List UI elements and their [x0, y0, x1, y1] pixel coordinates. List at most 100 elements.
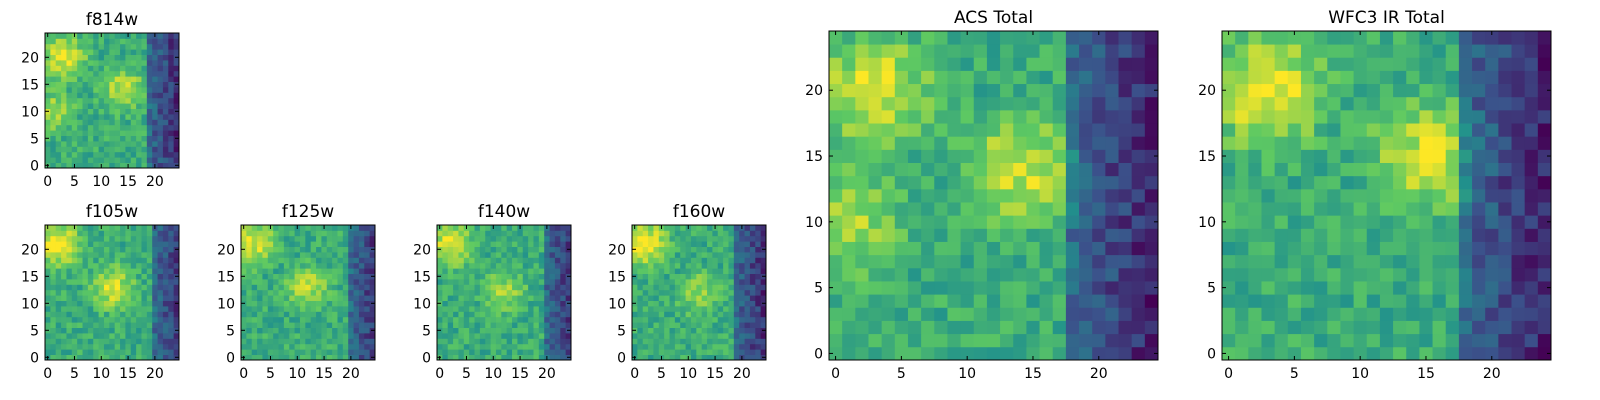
heatmap-cell [921, 175, 935, 190]
heatmap-cell [1537, 136, 1552, 150]
heatmap-cell [246, 300, 253, 307]
heatmap-cell [442, 343, 449, 350]
heatmap-cell [560, 316, 567, 323]
heatmap-cell [1079, 188, 1093, 203]
heatmap-cell [707, 306, 713, 312]
heatmap-cell [544, 289, 550, 296]
heatmap-cell [554, 284, 561, 291]
heatmap-cell [474, 268, 481, 274]
heatmap-cell [146, 81, 153, 88]
heatmap-cell [744, 268, 751, 274]
heatmap-cell [50, 284, 57, 291]
heatmap-cell [669, 354, 676, 361]
axes-frame [828, 30, 1159, 361]
heatmap-cell [544, 273, 550, 280]
heatmap-cell [1340, 267, 1354, 282]
heatmap-cell [1052, 188, 1067, 203]
heatmap-cell [947, 109, 961, 124]
heatmap-cell [114, 119, 121, 126]
heatmap-cell [474, 262, 481, 269]
heatmap-cell [1039, 109, 1054, 124]
heatmap-cell [50, 141, 57, 147]
heatmap-cell [50, 38, 57, 45]
heatmap-cell [565, 343, 572, 350]
heatmap-cell [1498, 175, 1512, 190]
heatmap-cell [173, 230, 180, 237]
heatmap-cell [1314, 333, 1328, 348]
heatmap-cell [648, 306, 654, 312]
heatmap-cell [1524, 333, 1539, 348]
heatmap-cell [98, 343, 105, 350]
heatmap-cell [1026, 162, 1040, 177]
heatmap-cell [447, 316, 454, 323]
heatmap-cell [1458, 202, 1473, 216]
heatmap-cell [93, 300, 99, 307]
heatmap-cell [87, 300, 94, 307]
heatmap-cell [168, 295, 175, 301]
heatmap-cell [512, 257, 518, 264]
heatmap-cell [310, 300, 317, 307]
heatmap-cell [707, 268, 713, 274]
heatmap-cell [717, 338, 724, 345]
heatmap-cell [364, 241, 371, 247]
heatmap-cell [93, 162, 99, 169]
heatmap-cell [326, 311, 333, 318]
heatmap-cell [146, 252, 153, 258]
heatmap-cell [565, 268, 572, 274]
heatmap-cell [458, 333, 465, 339]
heatmap-cell [1144, 241, 1159, 256]
heatmap-cell [1222, 281, 1236, 295]
heatmap-cell [1393, 136, 1407, 150]
heatmap-cell [125, 97, 132, 104]
heatmap-cell [755, 268, 762, 274]
heatmap-cell [55, 92, 62, 99]
heatmap-cell [120, 65, 126, 72]
heatmap-cell [173, 289, 180, 296]
heatmap-cell [1458, 70, 1473, 85]
heatmap-cell [855, 109, 869, 124]
heatmap-cell [1079, 109, 1093, 124]
heatmap-cell [712, 246, 719, 253]
heatmap-cell [109, 306, 116, 312]
heatmap-cell [109, 157, 116, 163]
heatmap-cell [146, 38, 153, 45]
heatmap-cell [749, 295, 756, 301]
heatmap-cell [87, 157, 94, 163]
heatmap-cell [273, 241, 279, 247]
heatmap-cell [469, 268, 475, 274]
heatmap-cell [61, 322, 67, 328]
heatmap-cell [98, 338, 105, 345]
heatmap-cell [369, 349, 376, 355]
heatmap-cell [130, 333, 137, 339]
heatmap-cell [469, 316, 475, 323]
heatmap-cell [707, 316, 713, 323]
heatmap-cell [348, 284, 354, 291]
heatmap-cell [321, 333, 328, 339]
heatmap-cell [701, 230, 708, 237]
heatmap-cell [71, 119, 78, 126]
heatmap-cell [973, 83, 988, 98]
heatmap-cell [1314, 320, 1328, 335]
heatmap-cell [168, 135, 175, 142]
heatmap-cell [733, 252, 740, 258]
heatmap-cell [829, 31, 843, 45]
heatmap-cell [50, 273, 57, 280]
heatmap-cell [728, 225, 735, 231]
heatmap-cell [61, 295, 67, 301]
heatmap-cell [469, 322, 475, 328]
heatmap-cell [50, 338, 57, 345]
heatmap-cell [1379, 294, 1394, 308]
heatmap-cell [1287, 241, 1302, 256]
heatmap-cell [723, 300, 729, 307]
heatmap-cell [648, 225, 654, 231]
y-tick-label: 20 [608, 242, 626, 258]
heatmap-cell [690, 246, 697, 253]
heatmap-cell [490, 262, 497, 269]
heatmap-cell [162, 162, 169, 169]
heatmap-cell [251, 273, 258, 280]
heatmap-cell [278, 327, 285, 334]
heatmap-cell [960, 83, 975, 98]
heatmap-cell [82, 311, 89, 318]
heatmap-cell [1537, 57, 1552, 71]
heatmap-cell [1511, 162, 1526, 177]
